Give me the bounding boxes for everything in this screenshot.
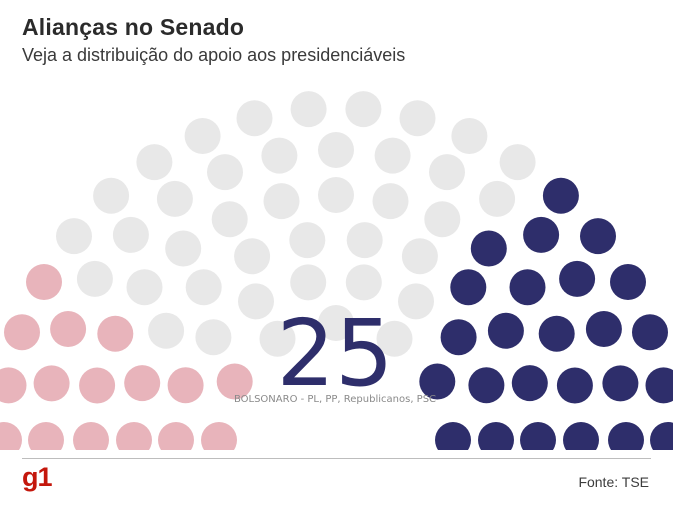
seat-bolsonaro [563, 422, 599, 450]
seat-bolsonaro [440, 319, 477, 356]
seat-other [112, 216, 149, 253]
seat-other [185, 269, 222, 306]
seat-lula [124, 365, 161, 402]
seat-other [165, 230, 202, 267]
seat-other [238, 283, 274, 320]
highlight-label: BOLSONARO - PL, PP, Republicanos, PSC [234, 394, 436, 405]
seat-bolsonaro [610, 264, 646, 300]
seat-other [372, 183, 409, 220]
seat-other [479, 180, 516, 217]
seat-lula [4, 314, 40, 351]
seat-bolsonaro [419, 363, 456, 400]
seat-other [290, 264, 327, 301]
seat-lula [28, 422, 64, 450]
chart-title: Alianças no Senado [22, 14, 245, 40]
seat-other [290, 91, 327, 128]
seat-other [184, 118, 221, 154]
seat-lula [26, 264, 62, 300]
seat-bolsonaro [478, 422, 514, 450]
seat-other [195, 319, 232, 356]
seat-other [345, 91, 382, 128]
seat-lula [79, 367, 116, 404]
seat-bolsonaro [509, 269, 546, 306]
seat-other [499, 144, 536, 181]
seat-bolsonaro [538, 315, 575, 352]
seat-other [236, 100, 273, 137]
seat-other [234, 238, 271, 275]
seat-bolsonaro [602, 365, 639, 402]
seat-bolsonaro [632, 314, 668, 351]
seat-bolsonaro [608, 422, 644, 450]
seat-other [318, 177, 354, 213]
seat-lula [50, 311, 87, 347]
parliament-chart: 25 BOLSONARO - PL, PP, Republicanos, PSC [0, 91, 673, 450]
seat-other [259, 320, 296, 357]
seat-other [398, 283, 434, 320]
seat-bolsonaro [468, 367, 505, 404]
seat-bolsonaro [520, 422, 556, 450]
seat-bolsonaro [511, 365, 548, 402]
seat-other [76, 260, 113, 297]
seat-bolsonaro [450, 269, 487, 306]
seat-other [424, 201, 461, 238]
seat-other [374, 137, 411, 174]
seat-lula [0, 422, 22, 450]
footer-divider [22, 458, 651, 459]
seat-lula [158, 422, 194, 450]
seat-other [207, 154, 243, 191]
seat-other [136, 144, 173, 181]
seat-other [126, 269, 163, 306]
seat-bolsonaro [487, 312, 524, 349]
chart-subtitle: Veja a distribuição do apoio aos preside… [22, 45, 406, 65]
source-note: Fonte: TSE [578, 474, 649, 490]
seat-lula [0, 367, 27, 404]
seat-other [56, 218, 92, 255]
seat-other [345, 264, 382, 301]
seat-bolsonaro [559, 260, 596, 297]
seat-lula [33, 365, 70, 402]
seat-other [376, 320, 413, 357]
seat-other [211, 201, 248, 238]
seat-lula [167, 367, 204, 404]
seat-bolsonaro [645, 367, 673, 404]
seat-other [346, 222, 383, 259]
seat-bolsonaro [650, 422, 673, 450]
seat-lula [201, 422, 237, 450]
seat-other [451, 118, 488, 154]
seat-other [318, 132, 354, 168]
seat-other [429, 154, 465, 191]
g1-logo: g1 [22, 462, 52, 492]
seat-other [399, 100, 436, 137]
seat-bolsonaro [435, 422, 471, 450]
seat-other [156, 180, 193, 217]
seat-bolsonaro [523, 216, 560, 253]
seat-bolsonaro [470, 230, 507, 267]
seat-lula [216, 363, 253, 400]
seat-other [263, 183, 300, 220]
seat-bolsonaro [542, 177, 579, 214]
seat-other [93, 177, 130, 214]
seat-other [318, 305, 354, 341]
seat-other [148, 312, 185, 349]
seat-bolsonaro [580, 218, 616, 255]
seat-other [261, 137, 298, 174]
seat-bolsonaro [556, 367, 593, 404]
seat-other [401, 238, 438, 275]
seat-lula [73, 422, 109, 450]
seat-lula [97, 315, 134, 352]
seat-bolsonaro [585, 311, 622, 347]
seat-lula [116, 422, 152, 450]
highlight-number: 25 [276, 300, 393, 407]
seat-other [289, 222, 326, 259]
